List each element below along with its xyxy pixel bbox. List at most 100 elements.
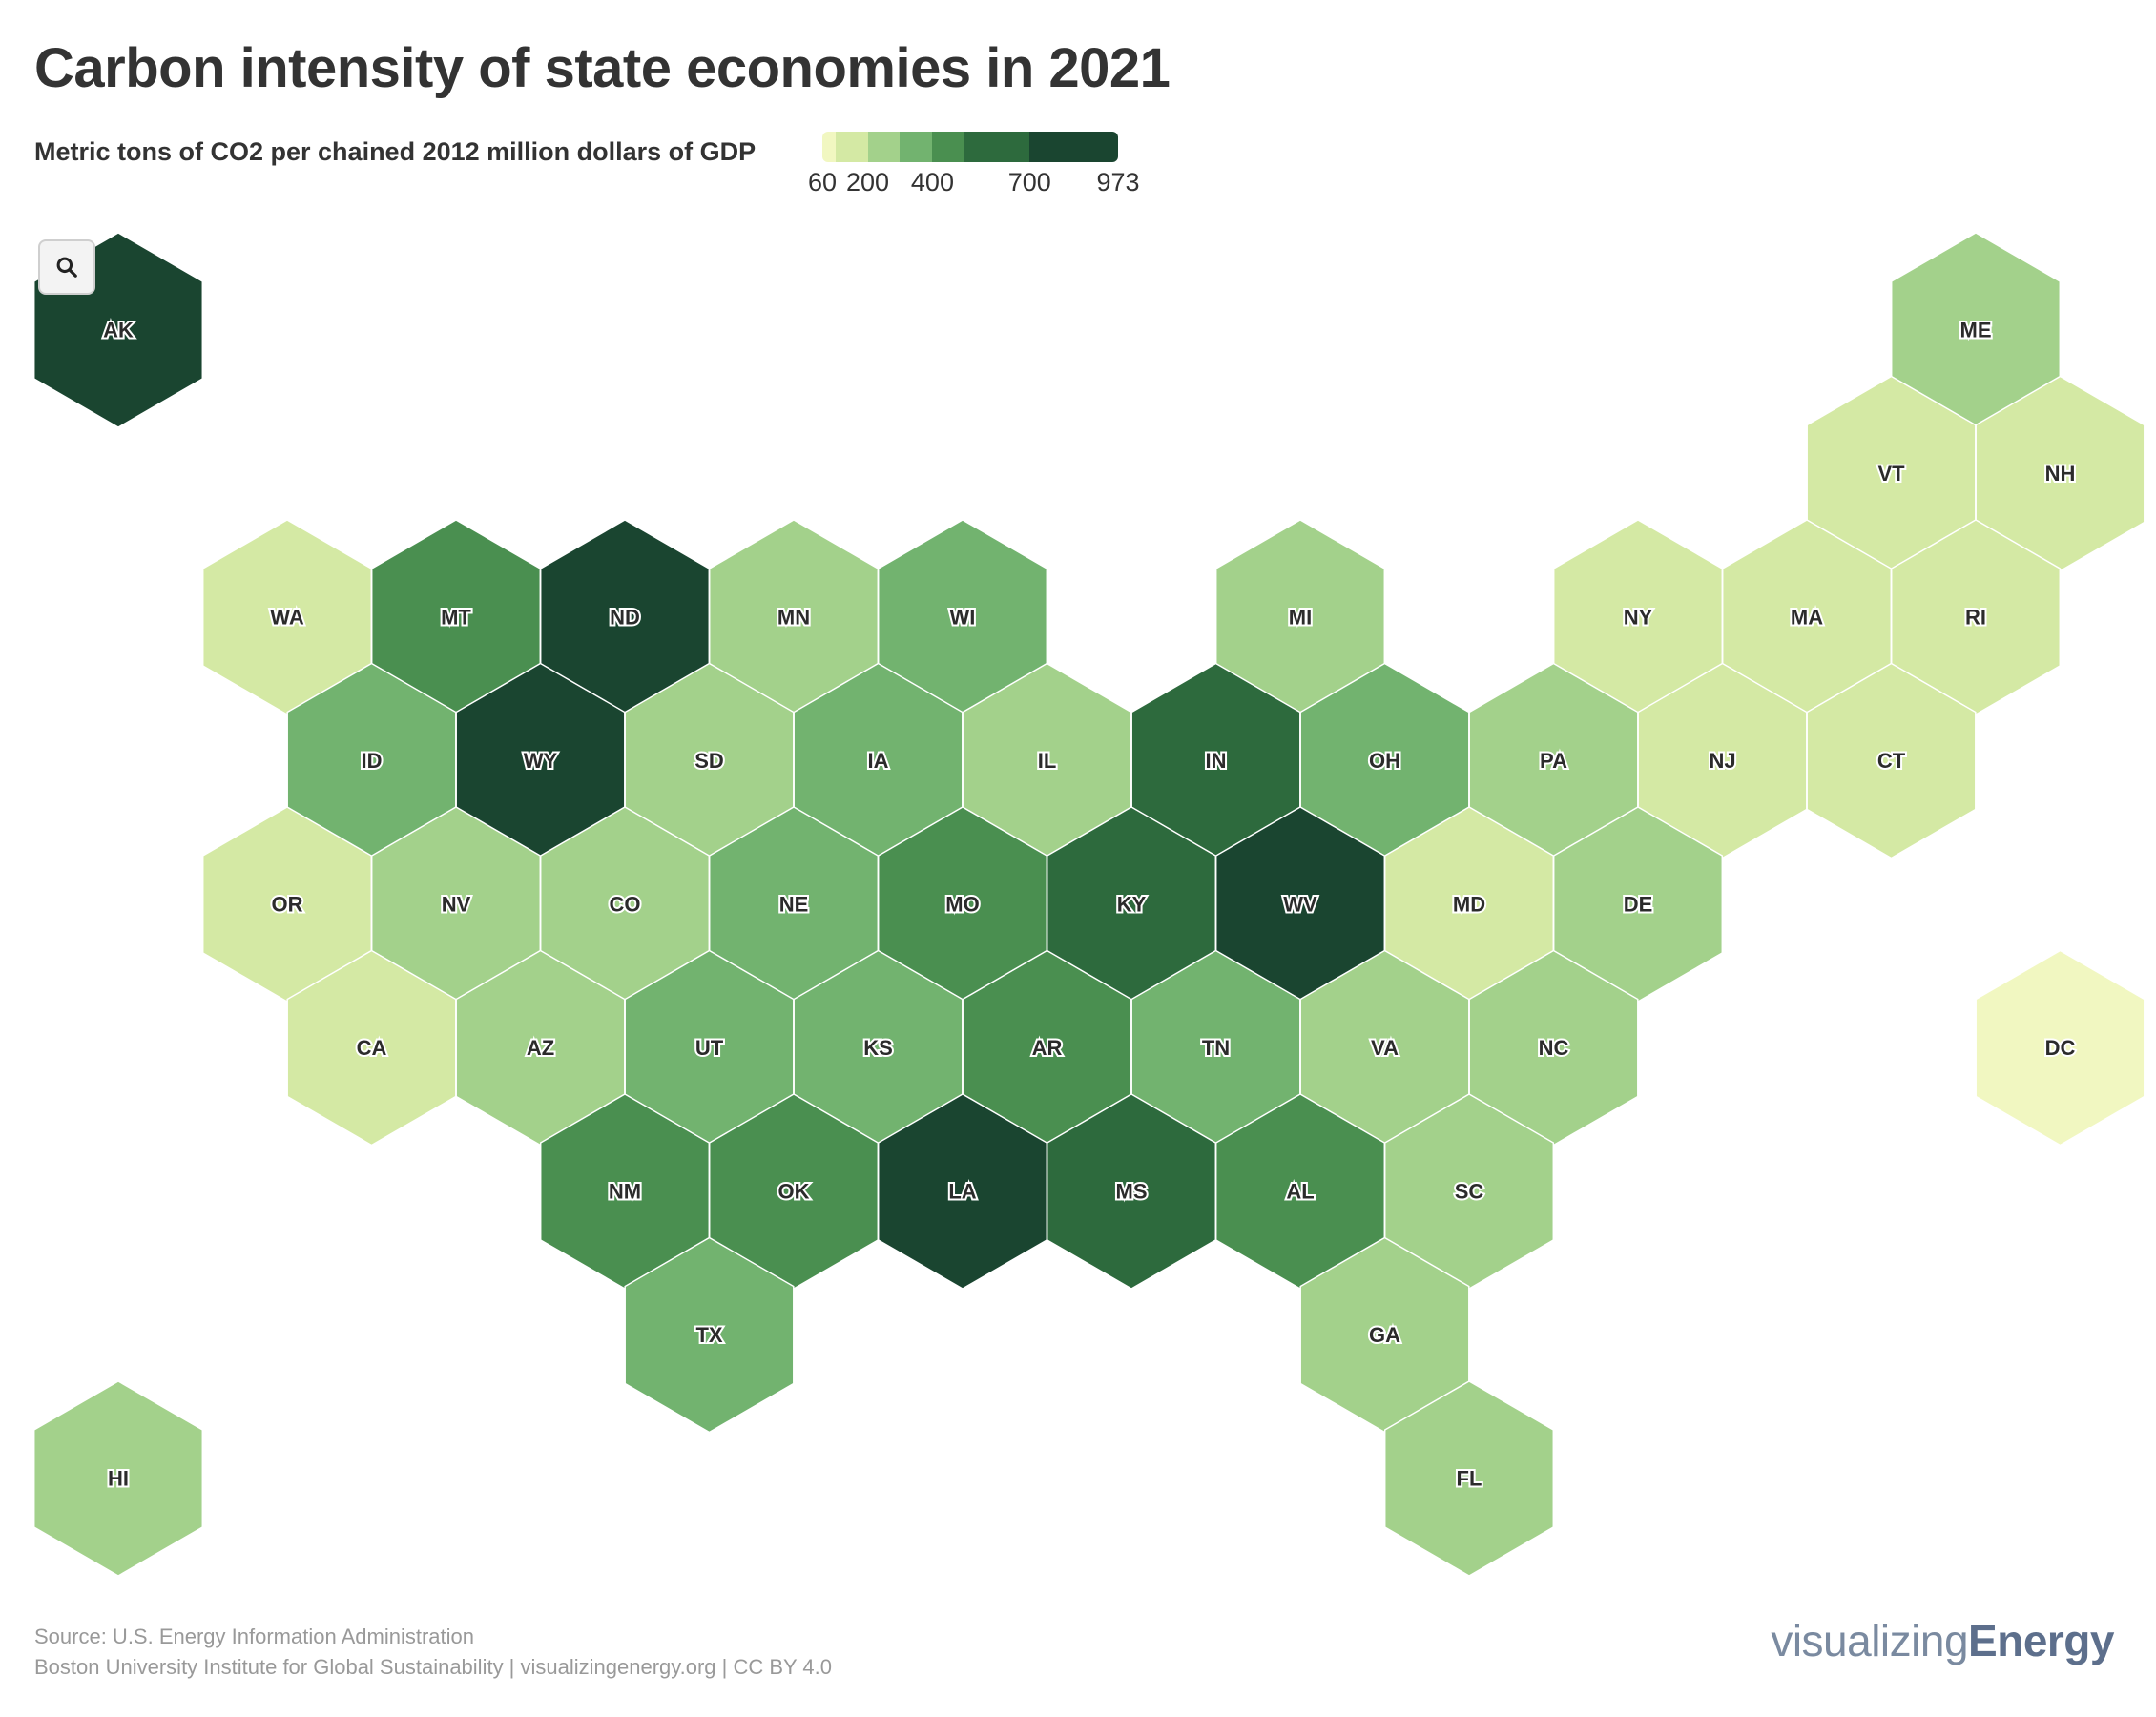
state-label-md: MD xyxy=(1453,893,1485,917)
chart-subtitle: Metric tons of CO2 per chained 2012 mill… xyxy=(34,137,757,166)
state-in[interactable]: IN xyxy=(1130,662,1301,859)
state-fl[interactable]: FL xyxy=(1383,1380,1555,1577)
state-label-ny: NY xyxy=(1624,606,1653,630)
state-label-mi: MI xyxy=(1289,606,1312,630)
state-label-wa: WA xyxy=(270,606,304,630)
state-label-mn: MN xyxy=(777,606,810,630)
state-label-nd: ND xyxy=(610,606,640,630)
state-oh[interactable]: OH xyxy=(1299,662,1470,859)
state-label-nv: NV xyxy=(442,893,471,917)
legend-bin-1 xyxy=(835,132,868,162)
legend-bin-6 xyxy=(1029,132,1118,162)
state-nc[interactable]: NC xyxy=(1468,949,1639,1147)
state-label-mt: MT xyxy=(441,606,471,630)
chart-title: Carbon intensity of state economies in 2… xyxy=(34,37,1171,99)
state-hi[interactable]: HI xyxy=(32,1380,204,1577)
state-label-ar: AR xyxy=(1032,1036,1063,1060)
state-ri[interactable]: RI xyxy=(1890,519,2062,715)
state-mi[interactable]: MI xyxy=(1214,519,1386,715)
state-label-nj: NJ xyxy=(1709,749,1735,773)
state-label-ma: MA xyxy=(1791,606,1823,630)
state-me[interactable]: ME xyxy=(1890,232,2062,428)
zoom-button[interactable] xyxy=(38,239,95,295)
state-label-mo: MO xyxy=(945,893,979,917)
state-ar[interactable]: AR xyxy=(962,949,1132,1147)
state-tx[interactable]: TX xyxy=(624,1236,795,1434)
state-label-sd: SD xyxy=(694,749,724,773)
state-label-va: VA xyxy=(1371,1036,1399,1060)
state-label-ky: KY xyxy=(1117,893,1147,917)
footer: Source: U.S. Energy Information Administ… xyxy=(34,1622,832,1683)
state-label-ia: IA xyxy=(868,749,889,773)
state-id[interactable]: ID xyxy=(286,662,457,859)
state-ok[interactable]: OK xyxy=(708,1093,880,1290)
state-ga[interactable]: GA xyxy=(1299,1236,1470,1434)
state-co[interactable]: CO xyxy=(539,806,711,1003)
legend-tick-0: 60 xyxy=(807,168,838,197)
legend-color-bar xyxy=(822,132,1118,162)
state-label-wi: WI xyxy=(950,606,976,630)
state-label-la: LA xyxy=(948,1180,976,1204)
state-label-sc: SC xyxy=(1455,1180,1484,1204)
state-hex-fl[interactable] xyxy=(1383,1380,1555,1577)
state-ky[interactable]: KY xyxy=(1046,806,1217,1003)
legend-bin-5 xyxy=(964,132,1030,162)
state-sc[interactable]: SC xyxy=(1383,1093,1555,1290)
state-label-ms: MS xyxy=(1116,1180,1148,1204)
state-hex-dc[interactable] xyxy=(1975,949,2146,1147)
state-ks[interactable]: KS xyxy=(793,949,964,1147)
state-label-oh: OH xyxy=(1369,749,1400,773)
state-label-ks: KS xyxy=(863,1036,893,1060)
state-label-ok: OK xyxy=(778,1180,810,1204)
state-label-ct: CT xyxy=(1877,749,1906,773)
source-text: Source: U.S. Energy Information Administ… xyxy=(34,1624,474,1648)
state-wa[interactable]: WA xyxy=(201,519,373,715)
credit-text: Boston University Institute for Global S… xyxy=(34,1655,833,1679)
state-label-wv: WV xyxy=(1283,893,1317,917)
state-label-pa: PA xyxy=(1540,749,1567,773)
state-label-ga: GA xyxy=(1369,1323,1400,1347)
state-label-co: CO xyxy=(610,893,641,917)
state-label-tn: TN xyxy=(1202,1036,1230,1060)
brand-logo-part2: Energy xyxy=(1968,1616,2114,1665)
state-label-in: IN xyxy=(1206,749,1227,773)
state-wy[interactable]: WY xyxy=(455,662,626,859)
legend-bin-2 xyxy=(867,132,901,162)
state-label-tx: TX xyxy=(695,1323,722,1347)
legend-bin-3 xyxy=(900,132,933,162)
state-sd[interactable]: SD xyxy=(624,662,795,859)
state-label-ca: CA xyxy=(357,1036,387,1060)
legend-tick-2: 400 xyxy=(910,168,954,197)
state-label-fl: FL xyxy=(1457,1467,1482,1491)
state-label-id: ID xyxy=(362,749,383,773)
state-nv[interactable]: NV xyxy=(370,806,542,1003)
state-label-al: AL xyxy=(1286,1180,1314,1204)
state-ct[interactable]: CT xyxy=(1806,662,1977,859)
legend-tick-4: 973 xyxy=(1096,168,1140,197)
state-label-or: OR xyxy=(272,893,303,917)
legend-bin-0 xyxy=(822,132,836,162)
color-legend: 60 200 400 700 973 xyxy=(808,132,1147,198)
state-la[interactable]: LA xyxy=(877,1093,1048,1290)
state-label-de: DE xyxy=(1624,893,1653,917)
state-hex-tx[interactable] xyxy=(624,1236,795,1434)
state-hex-hi[interactable] xyxy=(32,1380,204,1577)
state-label-ri: RI xyxy=(1965,606,1986,630)
state-dc[interactable]: DC xyxy=(1975,949,2146,1147)
state-ma[interactable]: MA xyxy=(1721,519,1893,715)
state-hex-ct[interactable] xyxy=(1806,662,1977,859)
state-label-ne: NE xyxy=(779,893,809,917)
state-label-dc: DC xyxy=(2045,1036,2076,1060)
state-pa[interactable]: PA xyxy=(1468,662,1639,859)
state-label-az: AZ xyxy=(527,1036,554,1060)
state-label-nc: NC xyxy=(1539,1036,1569,1060)
brand-logo: visualizingEnergy xyxy=(1771,1615,2114,1666)
legend-tick-1: 200 xyxy=(846,168,890,197)
state-label-me: ME xyxy=(1960,319,1992,342)
state-ny[interactable]: NY xyxy=(1552,519,1724,715)
state-label-vt: VT xyxy=(1877,462,1905,486)
state-nm[interactable]: NM xyxy=(539,1093,711,1290)
brand-logo-part1: visualizing xyxy=(1771,1616,1969,1665)
state-ms[interactable]: MS xyxy=(1046,1093,1217,1290)
